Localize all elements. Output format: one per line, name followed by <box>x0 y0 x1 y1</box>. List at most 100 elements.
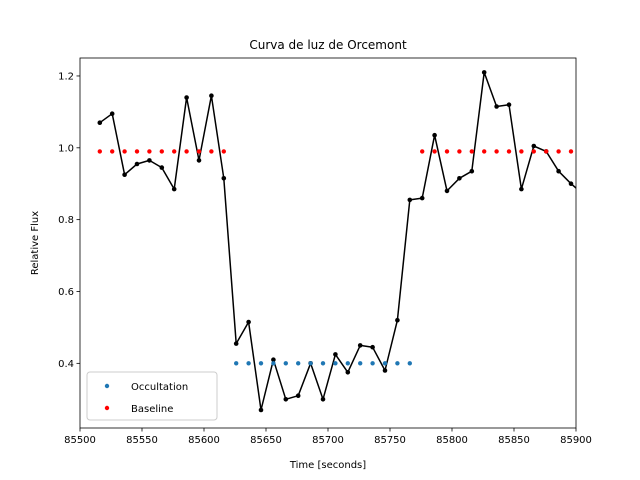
data-point-baseline <box>221 149 226 154</box>
data-point-flux <box>122 172 127 177</box>
y-axis: 0.4 0.6 0.8 1.0 1.2 <box>58 71 80 370</box>
data-point-occultation <box>283 361 288 366</box>
data-point-flux <box>345 370 351 375</box>
data-point-baseline <box>122 149 127 154</box>
x-tick-label: 85550 <box>126 435 158 446</box>
data-point-occultation <box>246 361 251 366</box>
chart-title: Curva de luz de Orcemont <box>249 38 407 52</box>
x-tick-label: 85900 <box>560 435 592 446</box>
data-point-baseline <box>134 149 140 154</box>
data-point-flux <box>97 120 103 125</box>
data-point-flux <box>568 181 574 186</box>
data-point-flux <box>469 168 475 174</box>
y-tick-label: 0.6 <box>58 287 74 298</box>
data-point-flux <box>320 397 326 402</box>
data-point-baseline <box>469 149 474 154</box>
data-point-flux <box>258 407 264 413</box>
data-point-baseline <box>159 149 164 154</box>
data-point-baseline <box>457 149 462 154</box>
data-point-occultation <box>395 361 400 366</box>
data-point-occultation <box>271 361 276 366</box>
data-point-flux <box>159 165 165 170</box>
data-point-flux <box>271 357 276 363</box>
data-point-flux <box>494 104 499 109</box>
data-point-flux <box>457 176 462 181</box>
data-point-flux <box>370 344 375 350</box>
x-tick-label: 85600 <box>188 435 220 446</box>
data-point-occultation <box>382 361 388 366</box>
data-point-occultation <box>234 361 239 366</box>
data-point-occultation <box>333 361 338 366</box>
data-point-flux <box>531 143 537 149</box>
data-point-occultation <box>358 361 363 366</box>
data-point-baseline <box>110 149 115 154</box>
data-point-flux <box>432 132 437 138</box>
legend-label-baseline: Baseline <box>131 404 173 415</box>
data-point-occultation <box>345 361 350 366</box>
data-point-flux <box>221 176 227 181</box>
data-point-baseline <box>420 149 425 154</box>
legend: Occultation Baseline <box>86 371 218 421</box>
data-point-flux <box>407 197 413 203</box>
data-point-baseline <box>172 149 177 154</box>
data-point-flux <box>109 111 115 116</box>
data-point-flux <box>246 319 251 325</box>
data-point-baseline <box>531 149 536 154</box>
data-point-baseline <box>494 149 499 154</box>
series-line-flux <box>99 71 576 411</box>
data-point-flux <box>556 168 561 174</box>
data-point-baseline <box>432 149 437 154</box>
data-point-occultation <box>296 361 301 366</box>
x-tick-label: 85650 <box>250 435 282 446</box>
data-point-flux <box>134 161 140 167</box>
y-tick-label: 1.2 <box>58 71 74 82</box>
data-point-baseline <box>506 149 512 154</box>
data-point-flux <box>283 397 289 402</box>
data-point-occultation <box>258 361 264 366</box>
x-axis: 85500 85550 85600 85650 85700 85750 85800 85850… <box>64 428 592 446</box>
legend-label-occultation: Occultation <box>131 382 188 393</box>
data-point-occultation <box>407 361 412 366</box>
data-point-baseline <box>147 149 152 154</box>
data-point-baseline <box>184 149 189 154</box>
x-tick-label: 85500 <box>64 435 96 446</box>
y-tick-label: 0.8 <box>58 215 74 226</box>
data-point-occultation <box>320 361 326 366</box>
x-tick-label: 85850 <box>498 435 530 446</box>
data-point-occultation <box>370 361 375 366</box>
data-point-flux <box>581 192 586 197</box>
data-point-flux <box>233 341 239 346</box>
plot-data <box>97 70 586 413</box>
data-point-flux <box>147 158 152 163</box>
data-point-baseline <box>556 149 561 154</box>
legend-box <box>86 371 218 421</box>
data-point-flux <box>506 102 512 107</box>
data-point-baseline <box>544 149 549 154</box>
y-tick-label: 1.0 <box>58 143 74 154</box>
x-axis-label: Time [seconds] <box>289 460 366 471</box>
data-point-flux <box>295 393 301 399</box>
data-point-flux <box>419 195 425 201</box>
data-point-baseline <box>519 149 524 154</box>
data-point-flux <box>519 186 524 192</box>
data-point-flux <box>481 70 487 75</box>
data-point-flux <box>333 352 338 357</box>
legend-marker-baseline <box>104 405 110 411</box>
y-tick-label: 0.4 <box>58 359 74 370</box>
data-point-flux <box>357 343 363 348</box>
x-tick-label: 85750 <box>374 435 406 446</box>
data-point-baseline <box>196 149 202 154</box>
data-point-baseline <box>97 149 103 154</box>
data-point-occultation <box>308 361 313 366</box>
data-point-flux <box>196 158 202 163</box>
data-point-baseline <box>209 149 214 154</box>
data-point-flux <box>209 93 214 98</box>
x-tick-label: 85700 <box>312 435 344 446</box>
data-point-flux <box>171 186 177 192</box>
y-axis-label: Relative Flux <box>30 211 41 275</box>
data-point-flux <box>395 317 400 323</box>
data-point-baseline <box>482 149 487 154</box>
x-tick-label: 85800 <box>436 435 468 446</box>
data-point-flux <box>444 188 450 194</box>
